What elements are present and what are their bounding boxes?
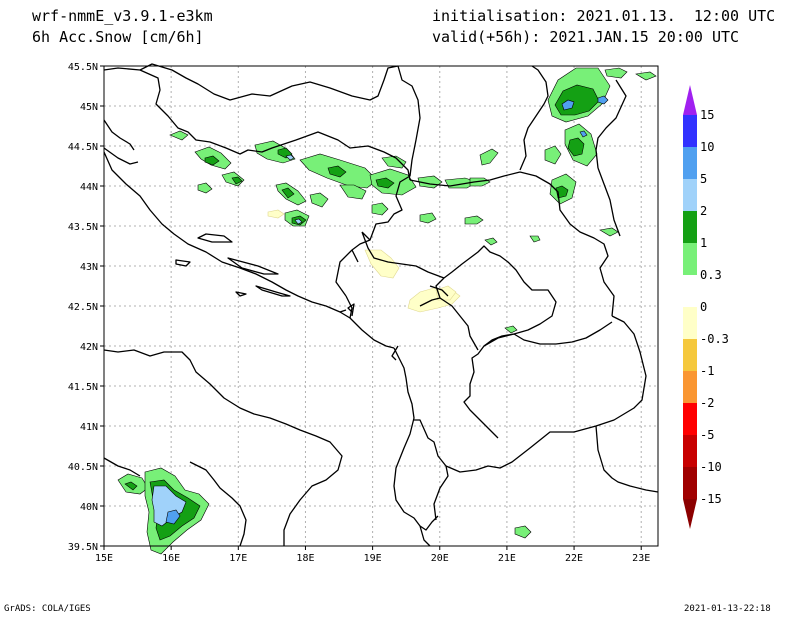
colorbar-segment (683, 211, 697, 243)
colorbar-segment (683, 243, 697, 275)
colorbar-segment (683, 435, 697, 467)
model-title: wrf-nmmE_v3.9.1-e3km (32, 7, 213, 25)
coastlines-and-borders (103, 63, 659, 547)
colorbar-label: -5 (700, 428, 714, 442)
colorbar-label: -0.3 (700, 332, 729, 346)
lat-label: 41N (80, 422, 98, 433)
lat-label: 43.5N (68, 222, 98, 233)
lat-label: 43N (80, 262, 98, 273)
colorbar: 15 10 5 2 1 0.3 0 -0.3 -1 -2 -5 -10 -15 (683, 85, 729, 529)
colorbar-label: -10 (700, 460, 722, 474)
colorbar-label: 0 (700, 300, 707, 314)
colorbar-segment (683, 179, 697, 211)
colorbar-label: 1 (700, 236, 707, 250)
colorbar-segment (683, 403, 697, 435)
lat-label: 45.5N (68, 62, 98, 73)
colorbar-label: -1 (700, 364, 714, 378)
init-time: initialisation: 2021.01.13. 12:00 UTC (432, 7, 776, 25)
colorbar-segment (683, 275, 697, 307)
colorbar-label: 10 (700, 140, 714, 154)
colorbar-label: 2 (700, 204, 707, 218)
colorbar-segment (683, 371, 697, 403)
credit-label: GrADS: COLA/IGES (4, 604, 91, 614)
colorbar-segment (683, 339, 697, 371)
colorbar-label: -15 (700, 492, 722, 506)
lat-label: 44N (80, 182, 98, 193)
valid-time: valid(+56h): 2021.JAN.15 20:00 UTC (432, 28, 740, 46)
colorbar-segment (683, 307, 697, 339)
colorbar-min-arrow (683, 499, 697, 529)
lat-label: 40N (80, 502, 98, 513)
colorbar-label: 15 (700, 108, 714, 122)
timestamp-label: 2021-01-13-22:18 (684, 604, 771, 614)
colorbar-label: 0.3 (700, 268, 722, 282)
colorbar-max-arrow (683, 85, 697, 115)
lat-label: 42.5N (68, 302, 98, 313)
colorbar-segment (683, 147, 697, 179)
lat-label: 45N (80, 102, 98, 113)
colorbar-label: -2 (700, 396, 714, 410)
lon-label: 20E (431, 553, 449, 564)
colorbar-segment (683, 467, 697, 499)
lat-label: 39.5N (68, 542, 98, 553)
lat-label: 40.5N (68, 462, 98, 473)
colorbar-label: 5 (700, 172, 707, 186)
lat-label: 44.5N (68, 142, 98, 153)
lon-label: 16E (162, 553, 180, 564)
variable-title: 6h Acc.Snow [cm/6h] (32, 28, 204, 46)
lat-label: 41.5N (68, 382, 98, 393)
lon-label: 23E (632, 553, 650, 564)
lon-label: 15E (95, 553, 113, 564)
lat-label: 42N (80, 342, 98, 353)
colorbar-segment (683, 115, 697, 147)
lon-label: 19E (364, 553, 382, 564)
lon-label: 22E (565, 553, 583, 564)
lon-label: 17E (229, 553, 247, 564)
lon-label: 18E (296, 553, 314, 564)
lon-label: 21E (498, 553, 516, 564)
snow-field (117, 67, 657, 555)
